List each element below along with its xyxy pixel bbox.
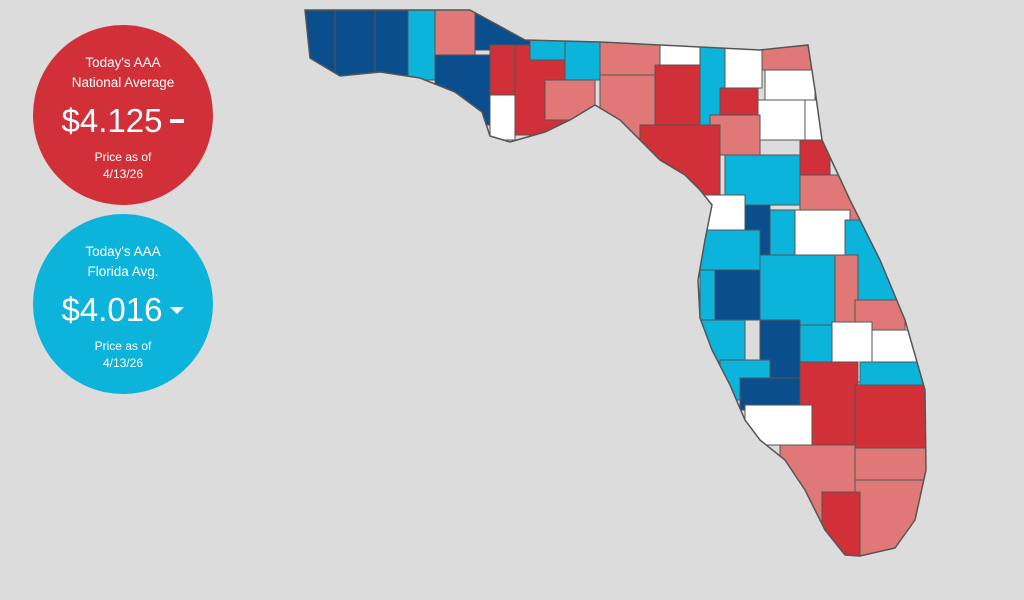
unchanged-icon — [170, 119, 185, 123]
county-region[interactable] — [859, 361, 930, 386]
florida-label-1: Today's AAA — [85, 244, 161, 259]
county-region[interactable] — [854, 479, 930, 565]
county-region[interactable] — [871, 329, 930, 363]
county-region[interactable] — [474, 0, 531, 51]
national-price: $4.125 — [61, 102, 163, 139]
county-region[interactable] — [854, 384, 930, 451]
county-region[interactable] — [794, 209, 851, 261]
county-region[interactable] — [489, 94, 516, 141]
county-region[interactable] — [744, 404, 813, 446]
county-region[interactable] — [639, 124, 721, 201]
county-region[interactable] — [689, 194, 746, 231]
florida-average-badge: Today's AAA Florida Avg. $4.016 Price as … — [33, 214, 213, 394]
county-region[interactable] — [434, 0, 476, 56]
down-arrow-icon — [170, 306, 185, 314]
county-region[interactable] — [659, 39, 701, 66]
county-region[interactable] — [761, 29, 816, 71]
county-region[interactable] — [714, 269, 761, 321]
county-region[interactable] — [757, 99, 806, 141]
county-region[interactable] — [769, 209, 796, 261]
county-region[interactable] — [564, 37, 601, 81]
county-region[interactable] — [759, 254, 836, 331]
county-region[interactable] — [489, 44, 516, 96]
florida-label-2: Florida Avg. — [87, 264, 159, 279]
florida-price: $4.016 — [61, 291, 163, 328]
county-region[interactable] — [854, 447, 930, 481]
county-region[interactable] — [719, 87, 759, 116]
county-region[interactable] — [699, 229, 761, 271]
county-region[interactable] — [334, 0, 376, 81]
county-region[interactable] — [434, 54, 491, 126]
county-region[interactable] — [764, 69, 816, 101]
national-asof-label: Price as of — [94, 150, 152, 164]
county-region[interactable] — [407, 0, 436, 81]
county-region[interactable] — [821, 491, 861, 565]
florida-asof-date: 4/13/26 — [102, 356, 144, 370]
county-region[interactable] — [799, 139, 831, 176]
county-region[interactable] — [724, 44, 763, 89]
county-region[interactable] — [374, 0, 409, 81]
national-label-2: National Average — [71, 75, 175, 90]
florida-asof-label: Price as of — [94, 339, 152, 353]
county-region[interactable] — [305, 0, 336, 81]
national-asof-date: 4/13/26 — [102, 167, 144, 181]
county-region[interactable] — [654, 64, 701, 126]
national-average-badge: Today's AAA National Average $4.125 Price… — [33, 25, 213, 205]
county-region[interactable] — [544, 79, 596, 121]
florida-outline — [304, 9, 927, 557]
county-region[interactable] — [699, 319, 746, 363]
national-label-1: Today's AAA — [85, 55, 161, 70]
